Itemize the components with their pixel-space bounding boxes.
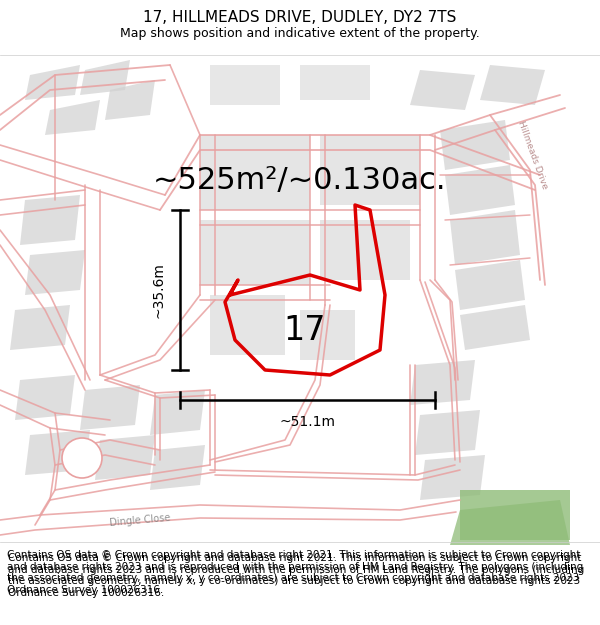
Text: ~51.1m: ~51.1m [280,415,335,429]
Polygon shape [20,195,80,245]
Polygon shape [450,210,520,265]
Polygon shape [480,65,545,105]
Polygon shape [410,360,475,405]
Polygon shape [105,80,155,120]
Polygon shape [300,65,370,100]
Polygon shape [95,435,155,480]
Polygon shape [450,500,570,545]
Text: Dingle Close: Dingle Close [109,512,171,528]
Polygon shape [320,220,410,280]
Polygon shape [45,100,100,135]
Text: Contains OS data © Crown copyright and database right 2021. This information is : Contains OS data © Crown copyright and d… [7,550,583,595]
Polygon shape [410,70,475,110]
Text: Hillmeads Drive: Hillmeads Drive [517,119,550,191]
Polygon shape [25,250,85,295]
Polygon shape [0,50,600,540]
Polygon shape [80,60,130,95]
Text: Contains OS data © Crown copyright and database right 2021. This information is : Contains OS data © Crown copyright and d… [8,553,584,598]
Polygon shape [200,135,310,210]
Polygon shape [80,385,140,430]
Text: ~525m²/~0.130ac.: ~525m²/~0.130ac. [153,166,447,194]
Text: 17: 17 [284,314,326,346]
Polygon shape [25,65,80,100]
Text: Map shows position and indicative extent of the property.: Map shows position and indicative extent… [120,26,480,39]
Polygon shape [445,165,515,215]
Polygon shape [15,375,75,420]
Polygon shape [210,65,280,105]
Polygon shape [300,310,355,360]
Polygon shape [415,410,480,455]
Polygon shape [460,490,570,540]
Circle shape [62,438,102,478]
Polygon shape [320,135,420,205]
Polygon shape [440,120,510,170]
Polygon shape [10,305,70,350]
Polygon shape [460,305,530,350]
Text: Contains OS data © Crown copyright and database right 2021. This information is : Contains OS data © Crown copyright and d… [8,553,584,598]
Polygon shape [200,220,310,285]
Polygon shape [420,455,485,500]
Polygon shape [150,445,205,490]
Text: ~35.6m: ~35.6m [152,262,166,318]
Polygon shape [150,390,205,435]
Polygon shape [210,295,285,355]
Text: 17, HILLMEADS DRIVE, DUDLEY, DY2 7TS: 17, HILLMEADS DRIVE, DUDLEY, DY2 7TS [143,11,457,26]
Polygon shape [25,430,90,475]
Polygon shape [455,260,525,310]
